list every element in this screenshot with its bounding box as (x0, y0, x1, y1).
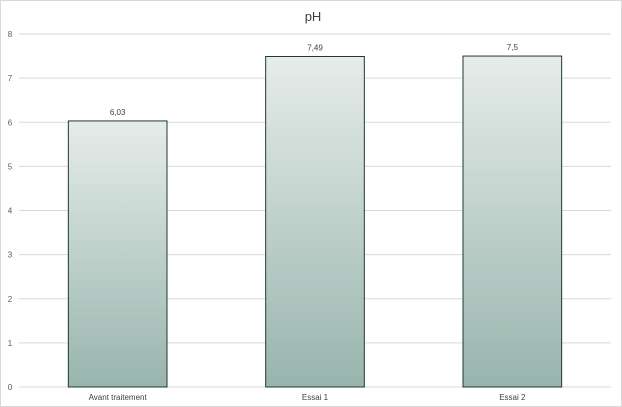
category-label: Essai 2 (499, 393, 526, 402)
y-tick-label: 8 (8, 30, 13, 39)
y-tick-label: 6 (8, 118, 13, 127)
bar (67, 120, 168, 388)
chart-title: pH (305, 9, 322, 24)
y-tick-label: 7 (8, 74, 13, 83)
bar (265, 56, 365, 388)
y-tick-label: 4 (8, 207, 13, 216)
y-tick-label: 1 (8, 339, 13, 348)
y-tick-label: 5 (8, 162, 13, 171)
category-label: Essai 1 (302, 393, 329, 402)
data-label: 7,5 (507, 43, 519, 52)
data-label: 7,49 (307, 44, 323, 53)
bar (462, 55, 563, 388)
y-tick-label: 2 (8, 295, 13, 304)
category-label: Avant traitement (89, 393, 148, 402)
data-label: 6,03 (110, 108, 126, 117)
y-tick-label: 0 (8, 383, 13, 392)
y-tick-label: 3 (8, 251, 13, 260)
